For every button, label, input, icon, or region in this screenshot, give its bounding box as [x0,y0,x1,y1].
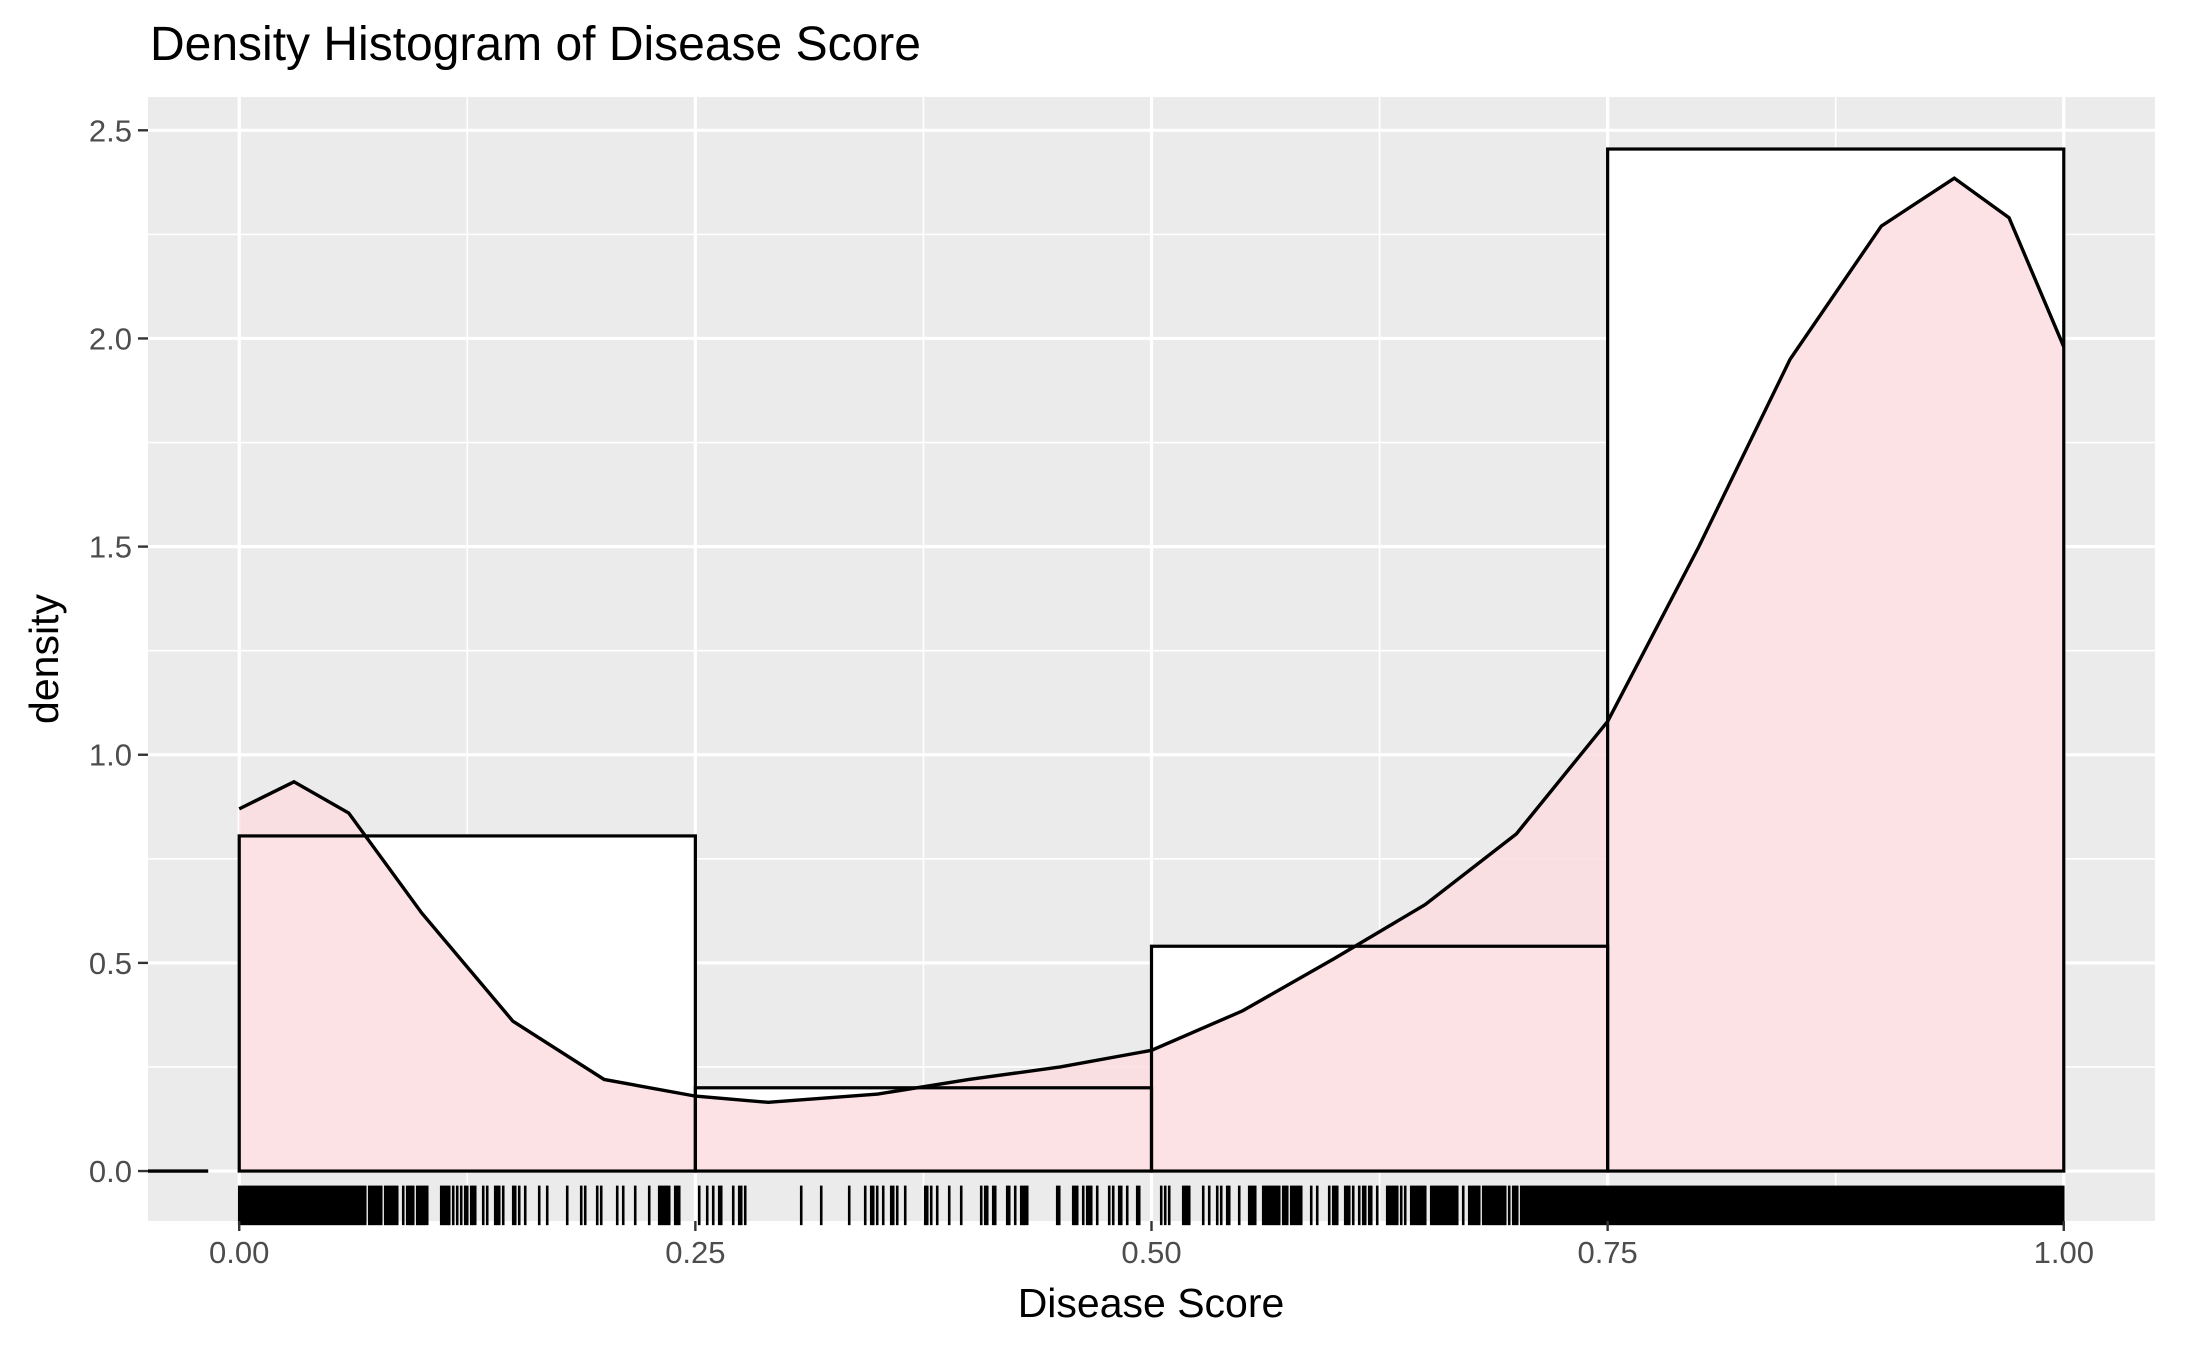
histogram-bar [1149,944,1610,1173]
y-tick-label: 1.5 [89,530,132,565]
x-tick-label: 1.00 [2034,1235,2094,1270]
x-axis-title: Disease Score [1018,1280,1285,1326]
histogram-bar [237,834,697,1173]
y-tick-label: 2.5 [89,113,132,148]
y-tick-label: 1.0 [89,738,132,773]
histogram-bar [1606,147,2066,1173]
y-axis-title: density [21,594,67,724]
y-tick-label: 0.5 [89,946,132,981]
rug-ticks [237,1185,2065,1226]
x-axis-ticks: 0.00 0.25 0.50 0.75 1.00 [209,1221,2094,1270]
x-tick-label: 0.25 [665,1235,725,1270]
density-curve-line [238,176,2066,1105]
y-tick-label: 0.0 [89,1154,132,1189]
x-tick-label: 0.50 [1121,1235,1181,1270]
chart-title: Density Histogram of Disease Score [150,18,921,71]
y-axis-ticks: 0.0 0.5 1.0 1.5 2.0 2.5 [89,113,148,1189]
y-tick-label: 2.0 [89,321,132,356]
x-tick-label: 0.00 [209,1235,269,1270]
x-tick-label: 0.75 [1577,1235,1637,1270]
